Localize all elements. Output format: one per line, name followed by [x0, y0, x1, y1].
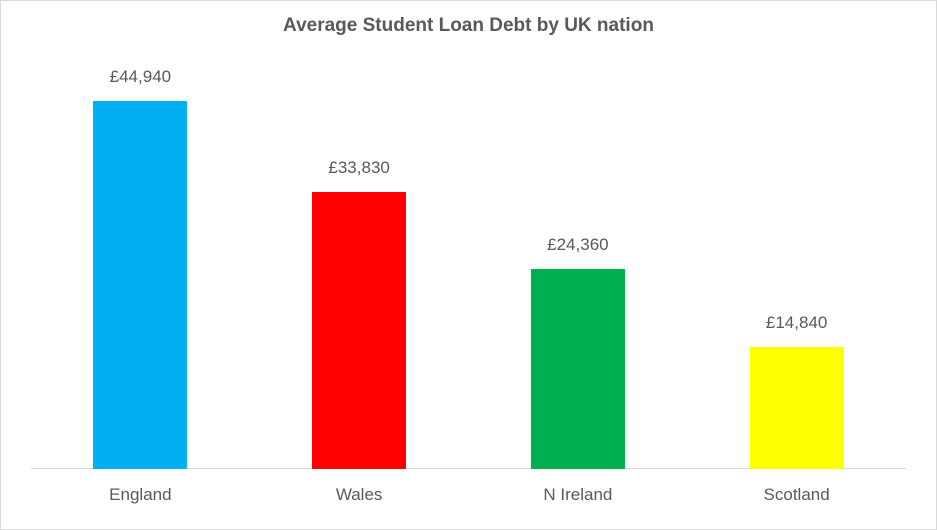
bar	[531, 269, 625, 469]
value-label: £24,360	[547, 235, 608, 255]
bar-group: £44,940	[31, 61, 250, 469]
plot-area: £44,940 £33,830 £24,360 £14,840	[31, 61, 906, 469]
chart-container: Average Student Loan Debt by UK nation £…	[0, 0, 937, 530]
bar	[750, 347, 844, 469]
x-axis-label: Wales	[250, 485, 469, 505]
value-label: £14,840	[766, 313, 827, 333]
x-axis-labels: EnglandWalesN IrelandScotland	[31, 469, 906, 529]
x-axis-label: England	[31, 485, 250, 505]
value-label: £33,830	[328, 158, 389, 178]
bar-group: £14,840	[687, 61, 906, 469]
bar-group: £24,360	[469, 61, 688, 469]
x-axis-label: Scotland	[687, 485, 906, 505]
value-label: £44,940	[110, 67, 171, 87]
x-axis-label: N Ireland	[469, 485, 688, 505]
bar	[93, 101, 187, 470]
bar	[312, 192, 406, 469]
bar-group: £33,830	[250, 61, 469, 469]
chart-title: Average Student Loan Debt by UK nation	[1, 15, 936, 37]
